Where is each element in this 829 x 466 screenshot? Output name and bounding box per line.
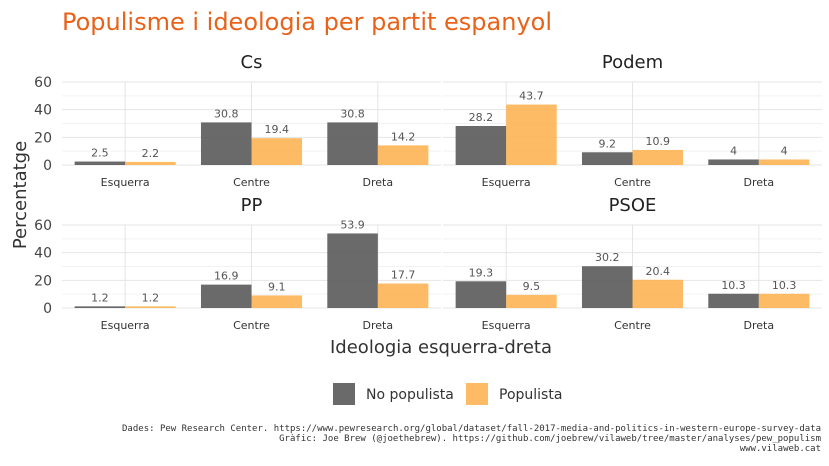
bar-populista-centre	[632, 149, 684, 165]
data-label: 1.2	[91, 291, 109, 304]
data-label: 10.9	[646, 135, 671, 148]
x-tick-label: Dreta	[363, 319, 394, 332]
legend-label-populista: Populista	[499, 387, 562, 403]
y-axis-title: Percentatge	[10, 141, 31, 249]
bar-no-populista-centre	[581, 266, 633, 308]
x-tick-label: Dreta	[744, 319, 775, 332]
y-tick-label: 40	[34, 246, 52, 262]
x-tick-label: Dreta	[363, 176, 394, 189]
bar-populista-dreta	[377, 145, 429, 165]
data-label: 10.3	[721, 279, 746, 292]
data-label: 30.8	[340, 107, 365, 120]
facet-title: Cs	[241, 52, 263, 73]
legend-label-no-populista: No populista	[366, 387, 454, 403]
panel-podem: Podem 28.2 43.7 Esquerra 9.2 10.9 Centre 4 4 Dret…	[443, 52, 822, 189]
panel-pp: 0 20 40 60 PP 1.2 1.2 Esquerra 16.9 9.1 Centre 53.9…	[34, 195, 441, 332]
data-label: 30.2	[595, 251, 620, 264]
data-label: 19.4	[265, 123, 290, 136]
data-label: 43.7	[519, 90, 544, 103]
data-label: 20.4	[646, 265, 671, 278]
bar-no-populista-esquerra	[455, 125, 507, 165]
facet-title: PSOE	[609, 195, 657, 216]
y-tick-label: 0	[43, 301, 52, 317]
panel-cs: 0 20 40 60 Cs 2.5 2.2 Esquerra 30.8 19.4 Centre 30.…	[34, 52, 441, 189]
caption-line: Dades: Pew Research Center. https://www.…	[122, 424, 821, 434]
legend-swatch-no-populista	[333, 383, 355, 405]
bar-populista-esquerra	[506, 104, 557, 165]
bar-no-populista-dreta	[327, 122, 378, 165]
data-label: 16.9	[214, 270, 239, 283]
bar-no-populista-dreta	[708, 159, 759, 165]
data-label: 4	[781, 144, 788, 157]
bar-no-populista-esquerra	[74, 161, 126, 165]
y-tick-label: 60	[34, 75, 52, 91]
caption-line: Gràfic: Joe Brew (@joethebrew). https://…	[279, 434, 821, 444]
bar-no-populista-dreta	[708, 293, 759, 308]
bar-populista-dreta	[377, 283, 429, 308]
x-axis-title: Ideologia esquerra-dreta	[330, 337, 552, 358]
bar-no-populista-esquerra	[455, 281, 507, 308]
bar-populista-esquerra	[125, 306, 176, 308]
x-tick-label: Esquerra	[101, 319, 150, 332]
bar-no-populista-centre	[581, 152, 633, 165]
bar-no-populista-centre	[200, 284, 252, 308]
legend: No populista Populista	[333, 383, 562, 405]
x-tick-label: Centre	[233, 176, 270, 189]
data-label: 4	[730, 144, 737, 157]
x-tick-label: Esquerra	[101, 176, 150, 189]
data-label: 14.2	[391, 130, 416, 143]
data-label: 9.2	[598, 137, 616, 150]
y-tick-label: 20	[34, 130, 52, 146]
chart-title: Populisme i ideologia per partit espanyo…	[62, 8, 552, 36]
y-tick-label: 60	[34, 218, 52, 234]
bar-populista-centre	[251, 295, 303, 308]
y-tick-label: 0	[43, 158, 52, 174]
x-tick-label: Esquerra	[482, 176, 531, 189]
data-label: 9.5	[523, 280, 541, 293]
bar-populista-esquerra	[125, 161, 176, 165]
caption-line: www.vilaweb.cat	[740, 444, 821, 454]
bar-populista-centre	[632, 279, 684, 308]
data-label: 17.7	[391, 269, 416, 282]
data-label: 9.1	[268, 280, 286, 293]
y-tick-label: 20	[34, 273, 52, 289]
facet-title: PP	[241, 195, 263, 216]
data-label: 1.2	[142, 291, 160, 304]
legend-swatch-populista	[466, 383, 488, 405]
x-tick-label: Centre	[233, 319, 270, 332]
bar-no-populista-dreta	[327, 233, 378, 308]
data-label: 30.8	[214, 107, 239, 120]
facet-title: Podem	[602, 52, 663, 73]
y-tick-label: 40	[34, 103, 52, 119]
x-tick-label: Dreta	[744, 176, 775, 189]
bar-no-populista-centre	[200, 122, 252, 165]
bar-populista-dreta	[758, 159, 810, 165]
caption: Dades: Pew Research Center. https://www.…	[122, 424, 821, 454]
bar-populista-dreta	[758, 293, 810, 308]
data-label: 19.3	[469, 266, 494, 279]
data-label: 53.9	[340, 218, 365, 231]
data-label: 10.3	[772, 279, 797, 292]
x-tick-label: Centre	[614, 319, 651, 332]
panel-psoe: PSOE 19.3 9.5 Esquerra 30.2 20.4 Centre 10.3 10.…	[443, 195, 822, 332]
data-label: 2.2	[142, 147, 160, 160]
bar-no-populista-esquerra	[74, 306, 126, 308]
data-label: 2.5	[91, 147, 109, 160]
x-tick-label: Centre	[614, 176, 651, 189]
bar-populista-centre	[251, 138, 303, 165]
x-tick-label: Esquerra	[482, 319, 531, 332]
data-label: 28.2	[469, 111, 494, 124]
bar-populista-esquerra	[506, 294, 557, 308]
